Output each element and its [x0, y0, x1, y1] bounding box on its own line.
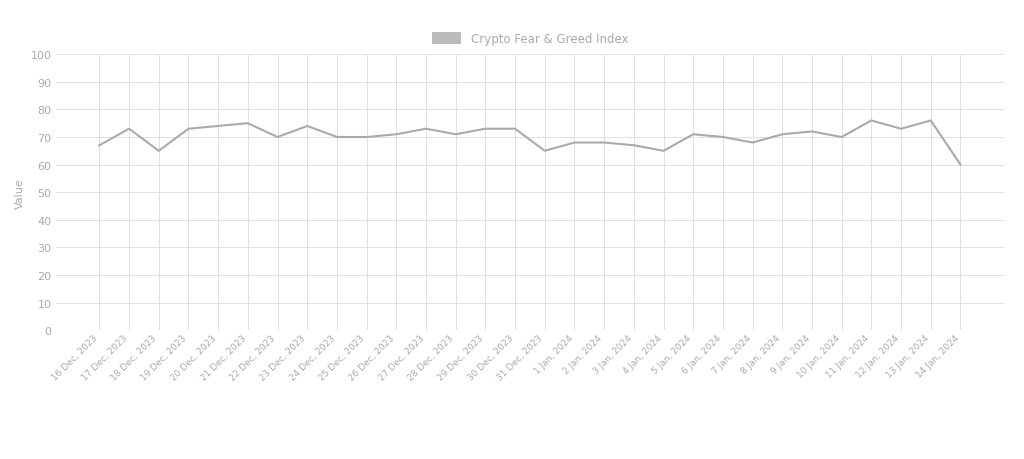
Y-axis label: Value: Value	[15, 178, 25, 208]
Legend: Crypto Fear & Greed Index: Crypto Fear & Greed Index	[427, 28, 633, 50]
